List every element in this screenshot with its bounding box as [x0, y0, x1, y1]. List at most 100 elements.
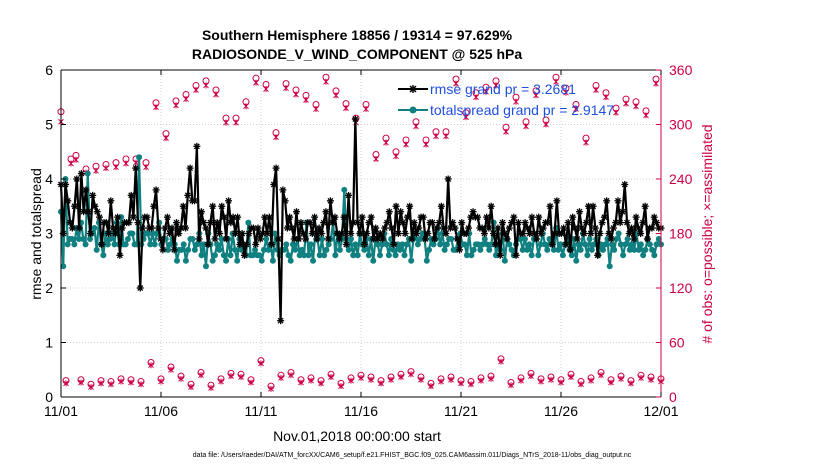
spread-point: [477, 246, 484, 253]
rmse-point: [351, 115, 359, 123]
rmse-point: [652, 219, 660, 227]
rmse-point: [340, 213, 348, 221]
rmse-point: [272, 164, 280, 172]
rmse-point: [206, 219, 214, 227]
rmse-point: [240, 251, 248, 259]
spread-point: [608, 241, 615, 248]
rmse-point: [530, 230, 538, 237]
obs-assimilated-marker: [593, 86, 599, 93]
obs-assimilated-marker: [538, 378, 544, 385]
obs-assimilated-marker: [568, 374, 574, 381]
x-tick-label: 11/26: [544, 403, 578, 419]
rmse-point: [458, 219, 466, 227]
rmse-point: [86, 230, 94, 237]
spread-point: [305, 252, 312, 259]
obs-count-markers: [57, 73, 665, 392]
rmse-point: [127, 191, 135, 199]
spread-point: [296, 252, 303, 259]
obs-assimilated-marker: [503, 128, 509, 135]
obs-assimilated-marker: [288, 372, 294, 379]
rmse-point: [433, 224, 441, 232]
spread-point: [173, 257, 180, 264]
rmse-point: [537, 230, 545, 237]
obs-assimilated-marker: [213, 91, 219, 98]
y-left-tick-label: 2: [45, 280, 53, 296]
rmse-point: [114, 213, 122, 221]
obs-assimilated-marker: [493, 82, 499, 89]
rmse-point: [317, 230, 325, 237]
rmse-point: [102, 219, 110, 227]
spread-point: [555, 246, 562, 253]
spread-point: [218, 235, 225, 242]
rmse-point: [580, 230, 588, 237]
y-right-tick-label: 120: [669, 280, 693, 296]
obs-assimilated-marker: [468, 381, 474, 388]
obs-assimilated-marker: [628, 380, 634, 387]
rmse-point: [136, 284, 144, 292]
obs-assimilated-marker: [458, 380, 464, 387]
rmse-point: [62, 180, 70, 188]
obs-assimilated-marker: [228, 373, 234, 380]
spread-point: [463, 252, 470, 259]
rmse-point: [107, 197, 115, 205]
spread-point: [437, 241, 444, 248]
spread-point: [111, 241, 118, 248]
rmse-point: [148, 224, 156, 232]
rmse-point: [385, 208, 393, 216]
spread-point: [649, 246, 656, 253]
y-left-tick-label: 6: [45, 62, 53, 78]
obs-assimilated-marker: [98, 380, 104, 387]
spread-point: [370, 257, 377, 264]
spread-point: [403, 241, 410, 248]
spread-point: [332, 252, 339, 259]
y-axis-left-label: rmse and totalspread: [28, 168, 44, 300]
obs-assimilated-marker: [478, 377, 484, 384]
spread-point: [202, 263, 209, 270]
rmse-point: [172, 219, 180, 227]
rmse-point: [229, 213, 237, 221]
rmse-point: [560, 224, 568, 232]
rmse-point: [220, 213, 228, 221]
x-tick-label: 11/06: [144, 403, 178, 419]
rmse-point: [254, 224, 262, 232]
rmse-point: [118, 224, 126, 232]
obs-assimilated-marker: [293, 91, 299, 98]
rmse-point: [406, 202, 414, 210]
spread-point: [200, 241, 207, 248]
rmse-point: [566, 246, 574, 254]
rmse-point: [322, 208, 330, 216]
spread-point: [374, 241, 381, 248]
spread-point: [260, 246, 267, 253]
spread-point: [544, 246, 551, 253]
rmse-point: [109, 224, 117, 232]
rmse-point: [408, 235, 416, 243]
rmse-point: [480, 230, 488, 237]
spread-point: [542, 241, 549, 248]
spread-point: [144, 230, 151, 237]
y-right-tick-label: 60: [669, 335, 685, 351]
rmse-point: [564, 219, 572, 227]
obs-assimilated-marker: [423, 141, 429, 148]
rmse-point: [342, 240, 350, 248]
rmse-point: [256, 235, 264, 243]
spread-point: [414, 241, 421, 248]
obs-assimilated-marker: [388, 376, 394, 383]
rmse-point: [431, 235, 439, 243]
spread-point: [336, 246, 343, 253]
rmse-point: [487, 202, 495, 210]
spread-point: [347, 235, 354, 242]
obs-assimilated-marker: [603, 94, 609, 101]
rmse-point: [435, 219, 443, 227]
rmse-point: [195, 235, 203, 243]
legend-rmse-marker: [409, 85, 417, 93]
rmse-point: [360, 240, 368, 248]
spread-point: [189, 235, 196, 242]
legend-spread-label: totalspread grand pr = 2.9147: [430, 102, 614, 118]
rmse-point: [544, 219, 552, 227]
rmse-point: [345, 191, 353, 199]
obs-assimilated-marker: [128, 379, 134, 386]
spread-point: [559, 252, 566, 259]
spread-point: [461, 241, 468, 248]
rmse-point: [397, 208, 405, 216]
rmse-point: [442, 230, 450, 237]
